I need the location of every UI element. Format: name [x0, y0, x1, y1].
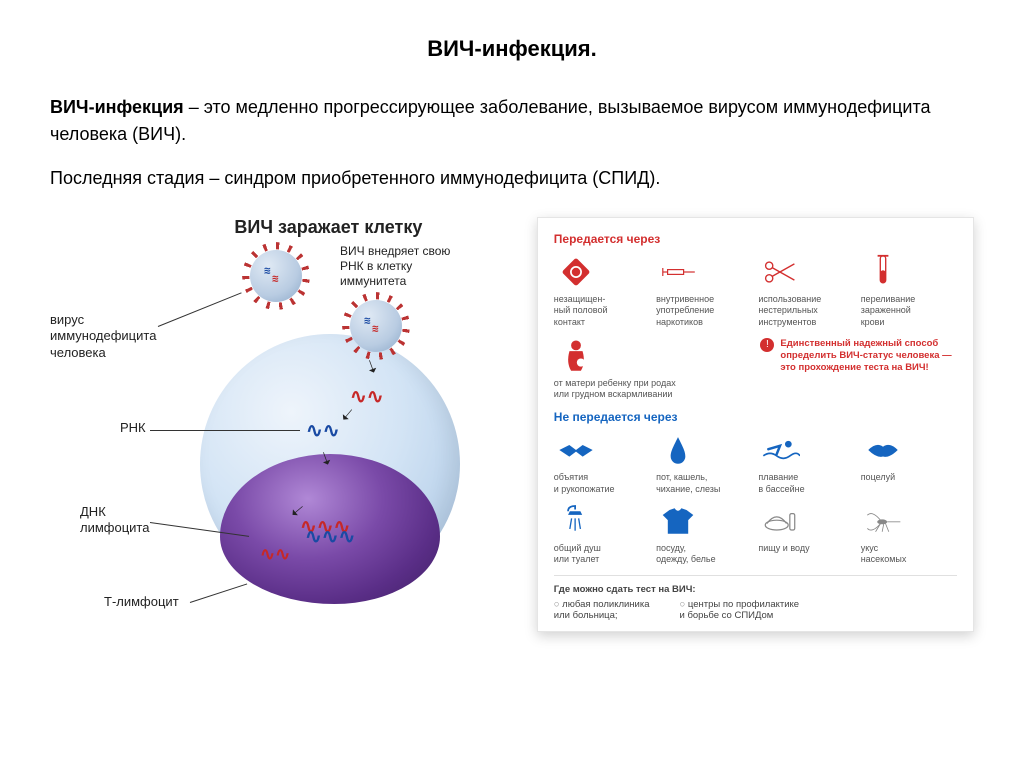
footer-title: Где можно сдать тест на ВИЧ: — [554, 584, 957, 595]
cap-syringe: внутривенноеупотреблениенаркотиков — [656, 294, 752, 328]
not-transmits-title: Не передается через — [554, 410, 957, 424]
info-item-food: пищу и воду — [758, 503, 854, 566]
food-icon — [758, 503, 802, 539]
notice: ! Единственный надежный способ определит… — [760, 338, 957, 375]
info-item-condom: незащищен-ный половойконтакт — [554, 254, 650, 328]
diagram-canvas: ≋ ≋ ≋ ≋ ∿∿ ∿∿ ∿∿∿ ∿∿∿ ∿∿ ➝ ➝ ➝ ➝ вирусим… — [50, 244, 517, 624]
label-virus: вирусиммунодефицитачеловека — [50, 312, 160, 361]
cap-shower: общий душили туалет — [554, 543, 650, 566]
syringe-icon — [656, 254, 700, 290]
dna-in-nucleus-2: ∿∿∿ — [305, 524, 355, 548]
cap-condom: незащищен-ный половойконтакт — [554, 294, 650, 328]
label-inject: ВИЧ внедряет своюРНК в клеткуиммунитета — [340, 244, 500, 289]
panels: ВИЧ заражает клетку ≋ ≋ ≋ ≋ ∿∿ ∿∿ ∿∿∿ ∿∿… — [50, 217, 974, 632]
info-item-scissors: использованиенестерильныхинструментов — [758, 254, 854, 328]
shower-icon — [554, 503, 598, 539]
label-rna: РНК — [120, 420, 146, 436]
dna-in-nucleus-3: ∿∿ — [260, 544, 290, 565]
drop-icon — [656, 432, 700, 468]
cap-swim: плаваниев бассейне — [758, 472, 854, 495]
divider — [554, 575, 957, 576]
swim-icon — [758, 432, 802, 468]
info-item-lips: поцелуй — [861, 432, 957, 495]
footer-opt-1: любая поликлиникаили больница; — [554, 599, 650, 621]
mosquito-icon — [861, 503, 905, 539]
scissors-icon — [758, 254, 802, 290]
mother-icon — [554, 338, 598, 374]
rna-strand-1: ∿∿ — [350, 384, 384, 408]
info-item-handshake: объятияи рукопожатие — [554, 432, 650, 495]
condom-icon — [554, 254, 598, 290]
footer: Где можно сдать тест на ВИЧ: любая полик… — [554, 584, 957, 621]
info-item-drop: пот, кашель,чихание, слезы — [656, 432, 752, 495]
testtube-icon — [861, 254, 905, 290]
leader-rna — [150, 430, 300, 431]
cap-handshake: объятияи рукопожатие — [554, 472, 650, 495]
label-dna: ДНКлимфоцита — [80, 504, 170, 537]
stage-line: Последняя стадия – синдром приобретенног… — [50, 168, 974, 189]
info-item-mosquito: укуснасекомых — [861, 503, 957, 566]
notice-text: Единственный надежный способ определить … — [780, 338, 957, 375]
leader-virus — [158, 292, 242, 327]
cap-drop: пот, кашель,чихание, слезы — [656, 472, 752, 495]
label-tcell: Т-лимфоцит — [104, 594, 179, 610]
lips-icon — [861, 432, 905, 468]
mother-row: от матери ребенку при родахили грудном в… — [554, 338, 957, 401]
info-item-testtube: переливаниезараженнойкрови — [861, 254, 957, 328]
item-mother: от матери ребенку при родахили грудном в… — [554, 338, 751, 401]
cap-scissors: использованиенестерильныхинструментов — [758, 294, 854, 328]
cap-tshirt: посуду,одежду, белье — [656, 543, 752, 566]
virus-particle-2: ≋ ≋ — [350, 300, 402, 352]
transmission-card: Передается через незащищен-ный половойко… — [537, 217, 974, 632]
info-item-swim: плаваниев бассейне — [758, 432, 854, 495]
info-item-shower: общий душили туалет — [554, 503, 650, 566]
rna-strand-2: ∿∿ — [306, 418, 340, 442]
cap-food: пищу и воду — [758, 543, 854, 554]
handshake-icon — [554, 432, 598, 468]
virus-particle-1: ≋ ≋ — [250, 250, 302, 302]
cell-diagram: ВИЧ заражает клетку ≋ ≋ ≋ ≋ ∿∿ ∿∿ ∿∿∿ ∿∿… — [50, 217, 517, 632]
leader-tcell — [190, 583, 247, 602]
cap-lips: поцелуй — [861, 472, 957, 483]
footer-opt-2: центры по профилактикеи борьбе со СПИДом — [680, 599, 800, 621]
transmits-grid: незащищен-ный половойконтактвнутривенное… — [554, 254, 957, 328]
diagram-title: ВИЧ заражает клетку — [140, 217, 517, 238]
cap-mosquito: укуснасекомых — [861, 543, 957, 566]
intro-paragraph: ВИЧ-инфекция – это медленно прогрессирую… — [50, 94, 974, 148]
page-title: ВИЧ-инфекция. — [50, 36, 974, 62]
intro-term: ВИЧ-инфекция — [50, 97, 184, 117]
tshirt-icon — [656, 503, 700, 539]
alert-icon: ! — [760, 338, 774, 352]
not-transmits-grid: объятияи рукопожатие пот, кашель,чихание,… — [554, 432, 957, 565]
info-item-syringe: внутривенноеупотреблениенаркотиков — [656, 254, 752, 328]
transmits-title: Передается через — [554, 232, 957, 246]
cap-mother: от матери ребенку при родахили грудном в… — [554, 378, 751, 401]
cap-testtube: переливаниезараженнойкрови — [861, 294, 957, 328]
info-item-tshirt: посуду,одежду, белье — [656, 503, 752, 566]
